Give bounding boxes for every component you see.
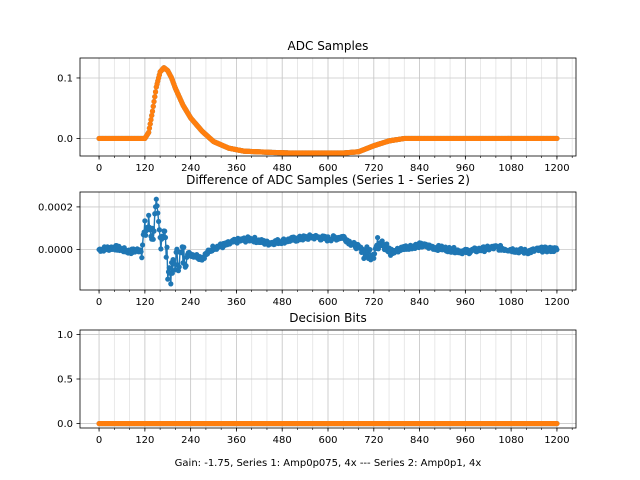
x-tick-label: 1080	[498, 163, 523, 174]
chart-2: 0 120 240 360 480 600 720 840 960 1080 1200 0.0000 0…	[38, 173, 577, 308]
chart-title: ADC Samples	[288, 39, 369, 53]
plot-area	[96, 65, 560, 156]
chart-3: 0 120 240 360 480 600 720 840 960 1080 1200 0.0 0.5 1…	[57, 311, 577, 469]
data-point	[149, 108, 156, 114]
data-point	[162, 234, 169, 241]
data-point	[384, 241, 390, 247]
data-point	[142, 218, 148, 224]
x-tick-label: 600	[318, 163, 337, 174]
x-tick-label: 1200	[544, 163, 569, 174]
y-tick-label: 0.0	[57, 134, 73, 145]
data-point	[149, 112, 155, 119]
data-point	[146, 125, 153, 131]
x-tick-label: 840	[410, 297, 429, 308]
x-tick-label: 1200	[544, 435, 569, 446]
data-point	[146, 212, 152, 218]
x-tick-label: 360	[227, 163, 246, 174]
data-point	[371, 251, 378, 257]
x-tick-label: 600	[318, 435, 337, 446]
x-tick-label: 240	[181, 297, 200, 308]
data-point	[554, 135, 560, 142]
data-point	[162, 228, 168, 234]
x-tick-label: 0	[96, 297, 102, 308]
data-point	[152, 94, 158, 100]
x-tick-label: 120	[135, 435, 154, 446]
data-point	[148, 117, 154, 123]
data-point	[169, 270, 175, 276]
x-tick-label: 240	[181, 163, 200, 174]
y-tick-label: 0.0	[57, 419, 73, 430]
x-tick-label: 720	[364, 163, 383, 174]
x-tick-label: 960	[456, 163, 475, 174]
y-tick-label: 0.0000	[38, 245, 73, 256]
data-point	[371, 255, 377, 261]
series-2	[96, 65, 560, 156]
data-point	[158, 246, 164, 252]
data-point	[139, 255, 145, 261]
chart-title: Decision Bits	[289, 311, 366, 325]
x-tick-label: 600	[318, 297, 337, 308]
data-point	[163, 254, 169, 260]
x-tick-label: 480	[273, 163, 292, 174]
data-point	[156, 227, 162, 233]
chart-1: 0 120 240 360 480 600 720 840 960 1080 1200 0.0 0.1 A…	[57, 39, 577, 174]
data-point	[181, 244, 187, 250]
y-tick-label: 0.0002	[38, 202, 73, 213]
data-point	[150, 103, 156, 109]
series-2	[96, 420, 560, 427]
y-tick-label: 0.1	[57, 73, 73, 84]
data-point	[155, 218, 162, 225]
data-point	[166, 265, 172, 271]
data-point	[183, 263, 189, 269]
data-point	[375, 234, 381, 241]
x-tick-label: 120	[135, 163, 154, 174]
x-tick-label: 960	[456, 435, 475, 446]
x-tick-label: 120	[135, 297, 154, 308]
x-tick-label: 840	[410, 435, 429, 446]
x-tick-label: 0	[96, 435, 102, 446]
chart-title: Difference of ADC Samples (Series 1 - Se…	[186, 173, 470, 187]
data-point	[176, 264, 182, 270]
data-point	[150, 236, 156, 242]
x-tick-label: 840	[410, 163, 429, 174]
data-point	[168, 281, 174, 287]
x-tick-label: 240	[181, 435, 200, 446]
x-tick-label: 1080	[498, 297, 523, 308]
data-point	[170, 257, 176, 263]
data-point	[152, 89, 159, 95]
x-tick-label: 960	[456, 297, 475, 308]
data-point	[554, 420, 560, 427]
x-axis-label: Gain: -1.75, Series 1: Amp0p075, 4x --- …	[175, 458, 482, 469]
x-tick-label: 720	[364, 435, 383, 446]
data-point	[367, 247, 373, 253]
series-1	[96, 196, 560, 287]
x-tick-label: 360	[227, 297, 246, 308]
data-point	[164, 244, 170, 250]
data-point	[147, 121, 153, 127]
x-tick-label: 360	[227, 435, 246, 446]
data-point	[554, 247, 560, 253]
data-point	[143, 232, 149, 238]
data-point	[151, 98, 157, 105]
data-point	[139, 242, 146, 248]
x-tick-label: 1200	[544, 297, 569, 308]
x-tick-label: 480	[273, 297, 292, 308]
plot-area	[96, 420, 560, 427]
x-tick-label: 0	[96, 163, 102, 174]
data-point	[153, 196, 159, 202]
data-point	[165, 276, 171, 282]
x-tick-label: 720	[364, 297, 383, 308]
y-tick-label: 0.5	[57, 375, 73, 386]
data-point	[154, 203, 160, 209]
plot-area	[96, 196, 560, 287]
x-tick-label: 480	[273, 435, 292, 446]
data-point	[151, 228, 157, 234]
data-point	[178, 250, 185, 256]
y-tick-label: 1.0	[57, 330, 73, 341]
data-point	[155, 210, 161, 216]
data-point	[138, 249, 144, 255]
data-point	[146, 129, 152, 136]
x-tick-label: 1080	[498, 435, 523, 446]
